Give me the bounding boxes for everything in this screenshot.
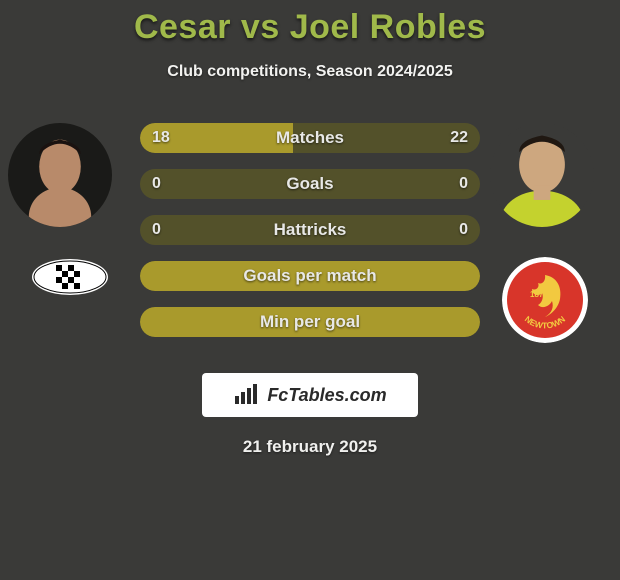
date-text: 21 february 2025	[0, 437, 620, 457]
stat-label: Matches	[140, 123, 480, 153]
club-right-year: 1875	[530, 290, 548, 299]
comparison-panel: 1875 NEWTOWN 18 Matches 22 0 Goals 0 0 H…	[0, 123, 620, 373]
stat-row-goals-per-match: Goals per match	[140, 261, 480, 291]
stat-label: Hattricks	[140, 215, 480, 245]
stat-right-value: 22	[450, 123, 468, 153]
footer-brand-text: FcTables.com	[267, 385, 386, 406]
avatar-right-icon	[490, 123, 594, 227]
page-title: Cesar vs Joel Robles	[0, 0, 620, 47]
club-left-icon	[32, 259, 108, 295]
stat-row-goals: 0 Goals 0	[140, 169, 480, 199]
club-right-icon: 1875 NEWTOWN	[502, 257, 588, 343]
stat-row-min-per-goal: Min per goal	[140, 307, 480, 337]
club-left-logo	[32, 259, 108, 295]
player-left-photo	[8, 123, 112, 227]
stat-right-value: 0	[459, 169, 468, 199]
stat-row-matches: 18 Matches 22	[140, 123, 480, 153]
club-right-logo: 1875 NEWTOWN	[502, 257, 588, 343]
footer-brand: FcTables.com	[202, 373, 418, 417]
stat-label: Min per goal	[140, 307, 480, 337]
stat-label: Goals	[140, 169, 480, 199]
avatar-left-icon	[8, 123, 112, 227]
chart-icon	[233, 384, 261, 406]
stat-row-hattricks: 0 Hattricks 0	[140, 215, 480, 245]
player-right-photo	[490, 123, 594, 227]
subtitle: Club competitions, Season 2024/2025	[0, 63, 620, 81]
stat-label: Goals per match	[140, 261, 480, 291]
stat-bars: 18 Matches 22 0 Goals 0 0 Hattricks 0 Go…	[140, 123, 480, 353]
stat-right-value: 0	[459, 215, 468, 245]
